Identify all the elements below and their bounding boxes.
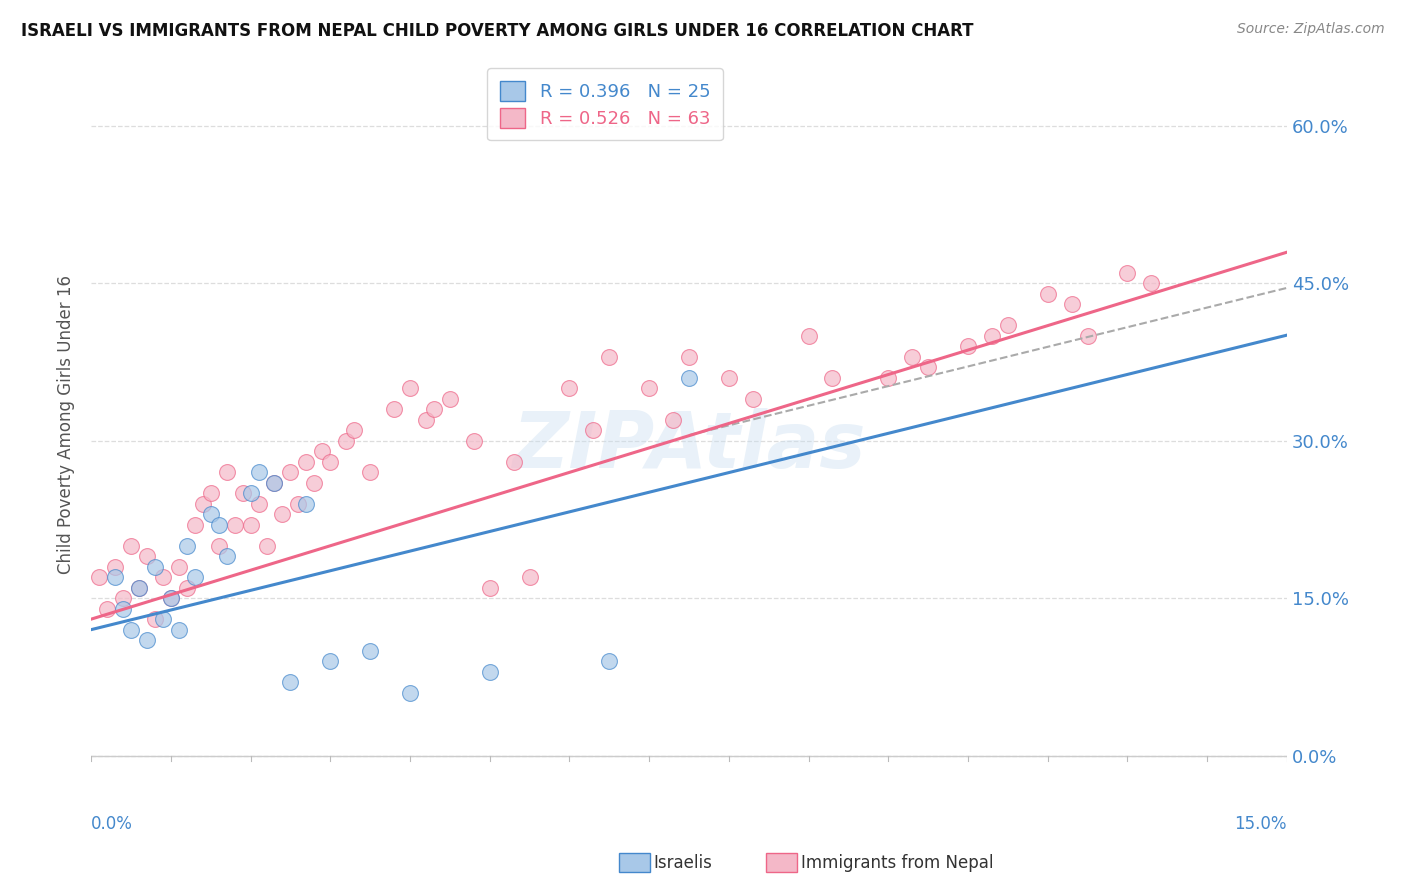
Point [797, 328, 820, 343]
Point [208, 539, 231, 553]
Point [96, 601, 118, 615]
Point [1077, 328, 1099, 343]
Text: Immigrants from Nepal: Immigrants from Nepal [801, 854, 994, 871]
Point [1060, 297, 1083, 311]
Point [120, 539, 142, 553]
Point [112, 601, 135, 615]
Point [335, 434, 357, 448]
Point [463, 434, 485, 448]
Point [143, 612, 166, 626]
Point [160, 591, 183, 606]
Text: 0.0%: 0.0% [91, 815, 134, 833]
Text: ZIPAtlas: ZIPAtlas [512, 408, 866, 484]
Point [741, 392, 763, 406]
Point [1116, 266, 1139, 280]
Point [359, 465, 381, 479]
Point [184, 570, 207, 584]
Point [304, 475, 326, 490]
Point [128, 581, 150, 595]
Point [89, 570, 111, 584]
Point [399, 381, 422, 395]
Point [415, 412, 437, 426]
Point [224, 517, 246, 532]
Point [439, 392, 461, 406]
Point [232, 486, 254, 500]
Point [256, 539, 278, 553]
Point [176, 581, 198, 595]
Point [263, 475, 285, 490]
Point [997, 318, 1019, 333]
Point [980, 328, 1002, 343]
Point [1140, 276, 1163, 290]
Point [152, 612, 174, 626]
Point [215, 465, 238, 479]
Point [423, 402, 446, 417]
Point [247, 497, 270, 511]
Point [176, 539, 198, 553]
Point [717, 370, 740, 384]
Point [208, 517, 231, 532]
Point [239, 517, 262, 532]
Point [478, 581, 501, 595]
Point [1036, 286, 1059, 301]
Point [136, 549, 159, 563]
Point [215, 549, 238, 563]
Point [558, 381, 581, 395]
Point [311, 444, 333, 458]
Point [343, 423, 366, 437]
Point [295, 497, 318, 511]
Point [917, 360, 939, 375]
Point [104, 559, 127, 574]
Text: 15.0%: 15.0% [1234, 815, 1286, 833]
Point [598, 350, 620, 364]
Point [678, 370, 700, 384]
Point [184, 517, 207, 532]
Point [239, 486, 262, 500]
Point [120, 623, 142, 637]
Point [901, 350, 924, 364]
Point [200, 507, 222, 521]
Point [399, 685, 422, 699]
Point [662, 412, 685, 426]
Point [128, 581, 150, 595]
Text: Source: ZipAtlas.com: Source: ZipAtlas.com [1237, 22, 1385, 37]
Point [280, 465, 302, 479]
Point [582, 423, 605, 437]
Point [152, 570, 174, 584]
Point [263, 475, 285, 490]
Point [191, 497, 214, 511]
Point [319, 654, 342, 668]
Point [200, 486, 222, 500]
Point [280, 675, 302, 690]
Point [167, 623, 190, 637]
Point [271, 507, 294, 521]
Point [112, 591, 135, 606]
Point [478, 665, 501, 679]
Point [678, 350, 700, 364]
Point [877, 370, 900, 384]
Point [638, 381, 661, 395]
Point [295, 455, 318, 469]
Point [359, 643, 381, 657]
Point [319, 455, 342, 469]
Point [598, 654, 620, 668]
Point [502, 455, 524, 469]
Point [956, 339, 979, 353]
Text: Israelis: Israelis [654, 854, 713, 871]
Point [287, 497, 309, 511]
Point [247, 465, 270, 479]
Point [136, 633, 159, 648]
Text: ISRAELI VS IMMIGRANTS FROM NEPAL CHILD POVERTY AMONG GIRLS UNDER 16 CORRELATION : ISRAELI VS IMMIGRANTS FROM NEPAL CHILD P… [21, 22, 973, 40]
Legend: R = 0.396   N = 25, R = 0.526   N = 63: R = 0.396 N = 25, R = 0.526 N = 63 [488, 68, 723, 140]
Point [519, 570, 541, 584]
Point [160, 591, 183, 606]
Y-axis label: Child Poverty Among Girls Under 16: Child Poverty Among Girls Under 16 [58, 276, 75, 574]
Point [382, 402, 405, 417]
Point [104, 570, 127, 584]
Point [821, 370, 844, 384]
Point [167, 559, 190, 574]
Point [143, 559, 166, 574]
